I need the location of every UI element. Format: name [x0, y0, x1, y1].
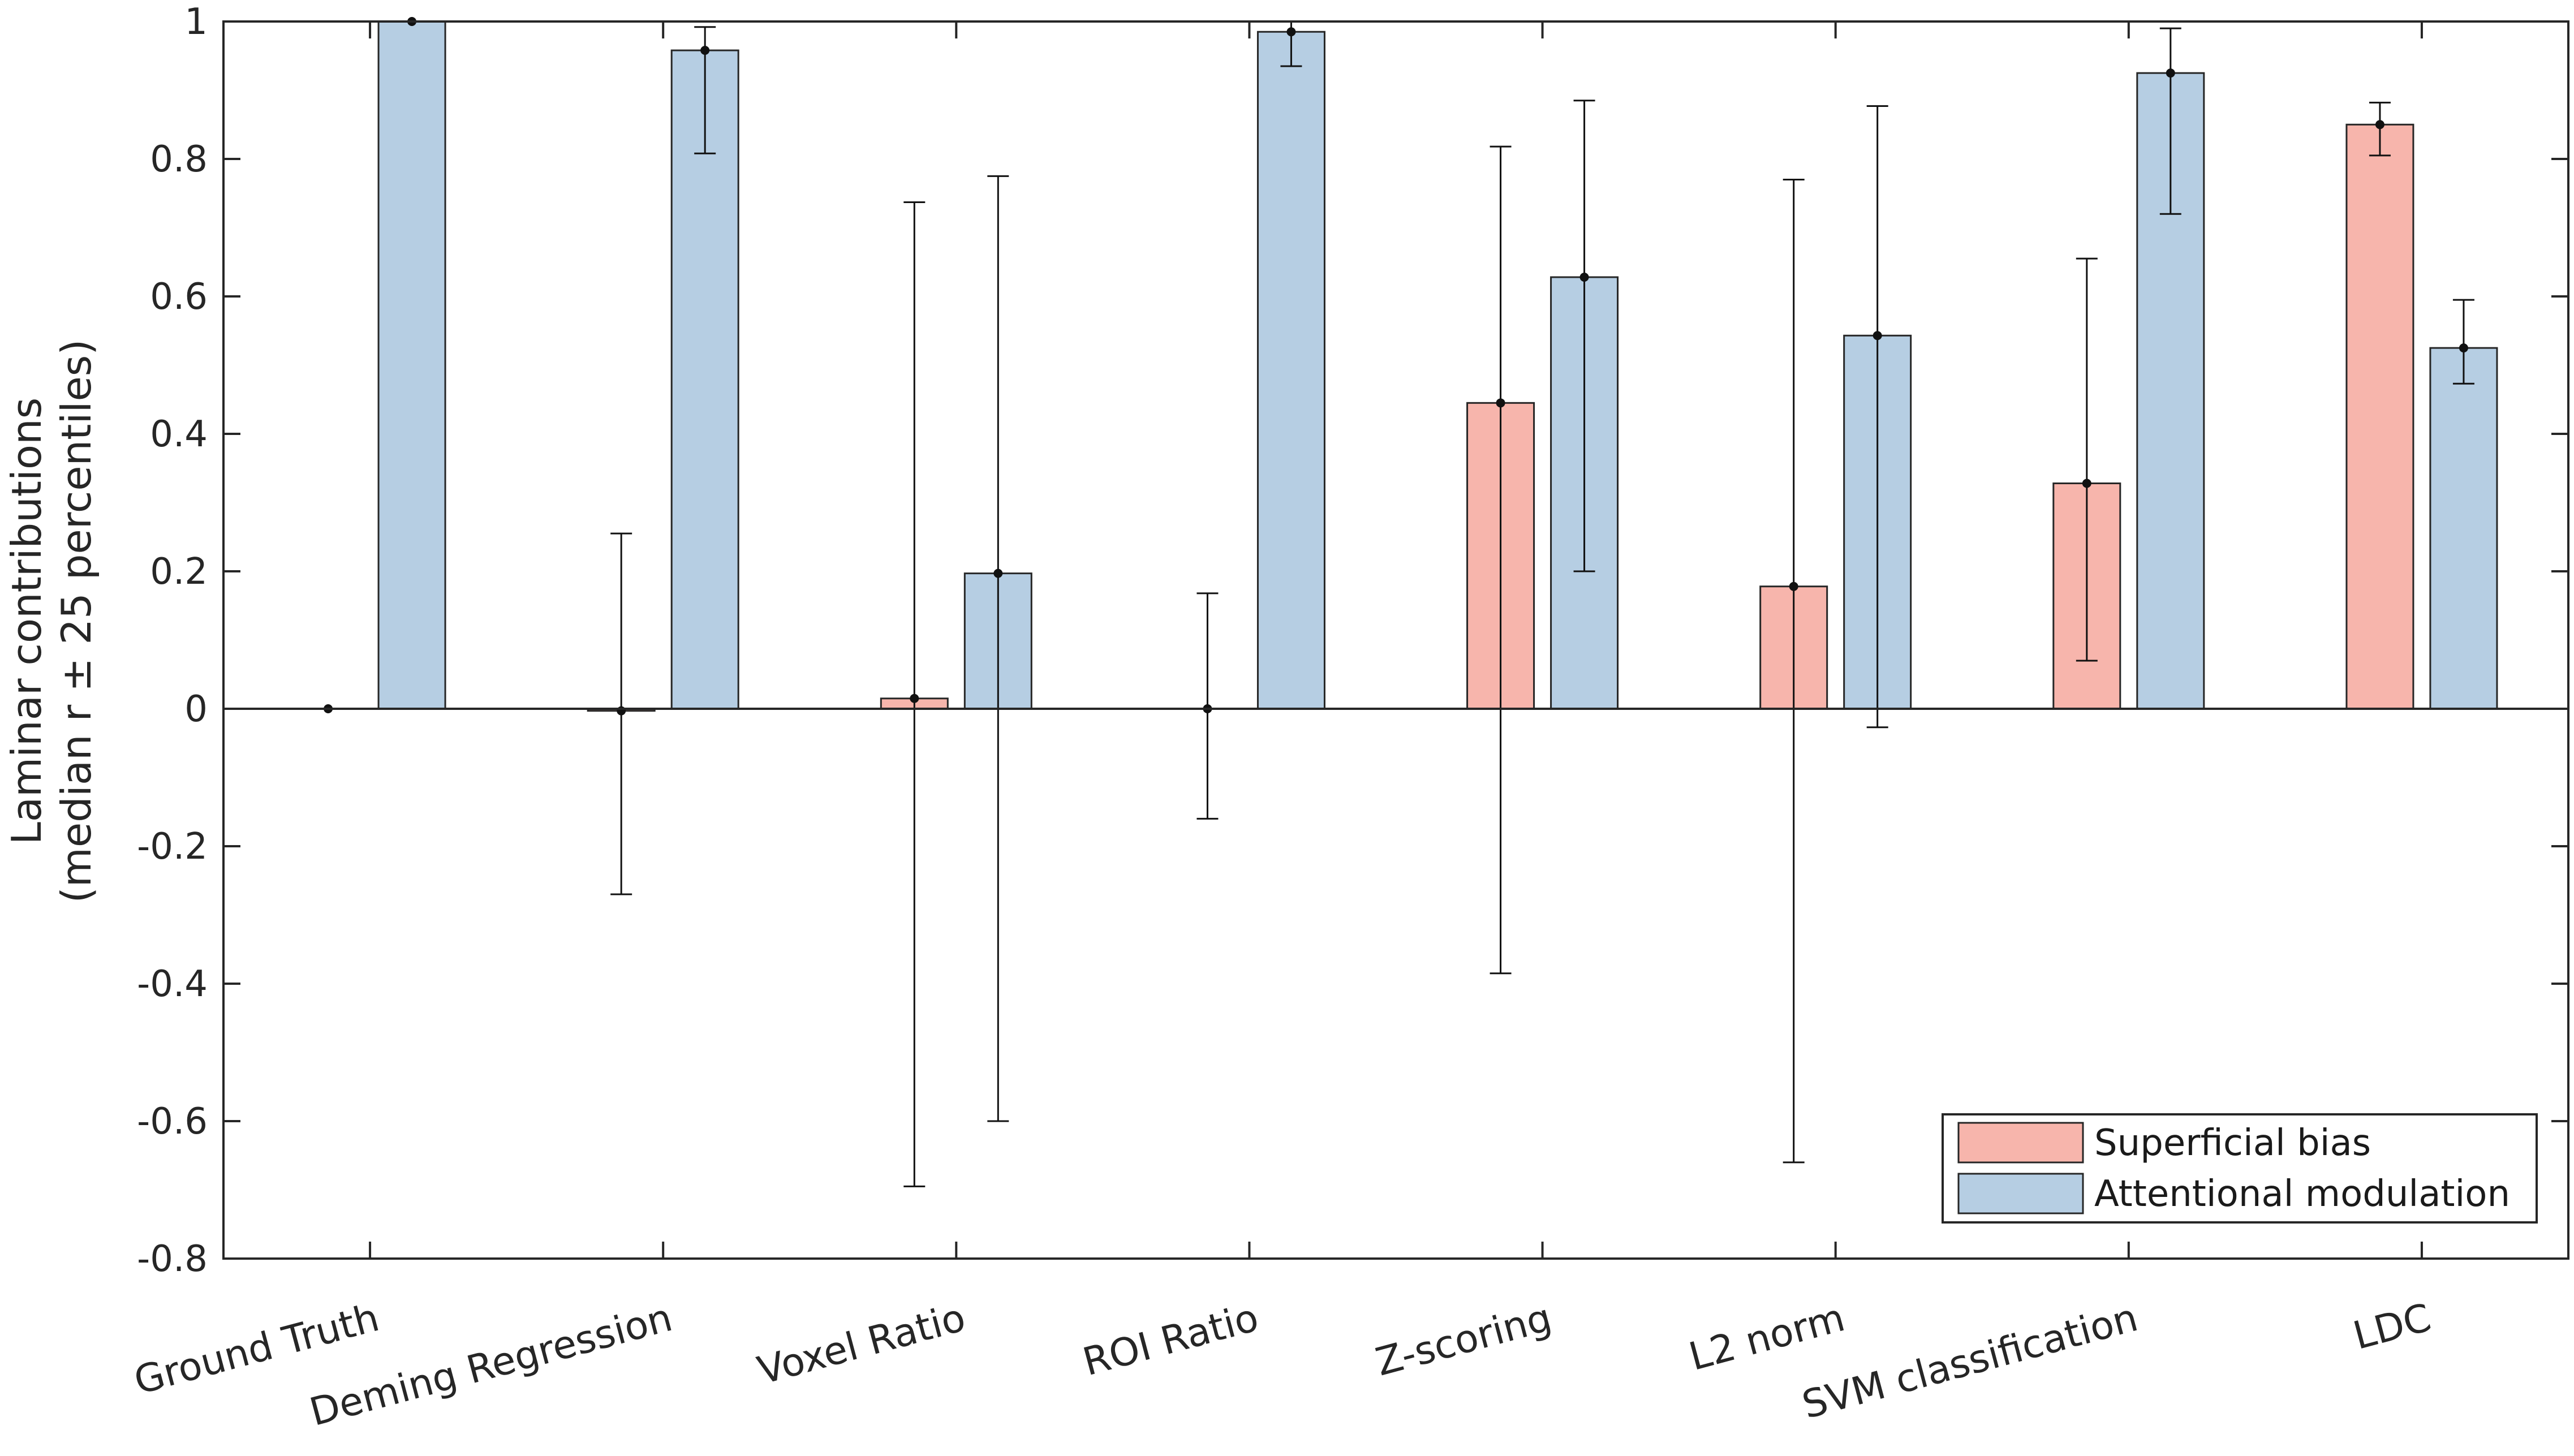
y-tick-label: 1	[184, 1, 208, 43]
error-bar-attentional-modulation-l2-norm	[1866, 105, 1888, 729]
x-tick-label-ldc: LDC	[2349, 1295, 2435, 1359]
error-bar-superficial-bias-roi-ratio	[1196, 592, 1219, 820]
axes-box	[222, 20, 2569, 1260]
error-bar-attentional-modulation-deming-regression	[694, 26, 716, 154]
x-axis-ticks	[369, 21, 2423, 1259]
error-bar-attentional-modulation-svm-classification	[2159, 27, 2181, 215]
x-tick-label-svm-classification: SVM classification	[1798, 1295, 2142, 1428]
y-axis-ticks: -0.8 -0.6 -0.4 -0.2 0 0.2 0.4 0.6 0.8 1	[137, 1, 2568, 1280]
median-point	[2375, 120, 2384, 130]
legend-swatch-attentional-modulation	[1957, 1173, 2084, 1214]
y-tick-label: -0.2	[137, 826, 208, 868]
error-bar-attentional-modulation-voxel-ratio	[987, 175, 1009, 1122]
median-point	[1789, 581, 1798, 591]
legend: Superficial bias Attentional modulation	[1942, 1113, 2538, 1224]
error-bar-attentional-modulation-ldc	[2452, 299, 2474, 385]
median-point	[2166, 68, 2175, 78]
y-tick-label: 0.8	[150, 139, 208, 180]
median-point	[2082, 479, 2091, 488]
median-point	[700, 46, 710, 55]
error-bar-attentional-modulation-z-scoring	[1573, 100, 1595, 572]
median-point	[910, 693, 919, 703]
x-tick-label-roi-ratio: ROI Ratio	[1078, 1295, 1263, 1385]
x-tick-label-z-scoring: Z-scoring	[1371, 1295, 1556, 1385]
bar-attentional-modulation-ldc	[2429, 347, 2498, 710]
error-bar-superficial-bias-ldc	[2369, 101, 2391, 157]
median-point	[2459, 343, 2468, 353]
x-tick-label-voxel-ratio: Voxel Ratio	[753, 1295, 970, 1394]
error-bar-superficial-bias-z-scoring	[1490, 145, 1512, 975]
error-bar-superficial-bias-deming-regression	[610, 532, 632, 895]
y-tick-label: 0.2	[150, 551, 208, 593]
median-point	[1873, 331, 1882, 341]
legend-label-attentional-modulation: Attentional modulation	[2094, 1173, 2510, 1215]
x-tick-label-l2-norm: L2 norm	[1685, 1295, 1849, 1380]
y-tick-label: -0.6	[137, 1101, 208, 1143]
legend-label-superficial-bias: Superficial bias	[2094, 1122, 2371, 1164]
median-point	[993, 568, 1003, 578]
y-axis-label-line1: Laminar contributions	[3, 398, 50, 845]
bar-attentional-modulation-roi-ratio	[1256, 31, 1325, 710]
legend-swatch-superficial-bias	[1957, 1122, 2084, 1164]
y-axis-label-line2: (median r ± 25 percentiles)	[53, 339, 100, 903]
y-tick-label: 0.6	[150, 276, 208, 318]
error-bar-superficial-bias-svm-classification	[2076, 257, 2098, 662]
median-point	[1496, 398, 1505, 408]
median-point	[1579, 272, 1589, 282]
bar-attentional-modulation-ground-truth	[377, 20, 446, 710]
bar-attentional-modulation-deming-regression	[670, 49, 739, 710]
error-bar-superficial-bias-l2-norm	[1783, 178, 1805, 1164]
y-tick-label: 0.4	[150, 413, 208, 455]
y-tick-label: 0	[184, 688, 208, 730]
median-point	[1286, 27, 1296, 37]
error-bar-superficial-bias-voxel-ratio	[903, 201, 926, 1187]
bar-superficial-bias-ldc	[2345, 123, 2414, 710]
y-tick-label: -0.8	[137, 1238, 208, 1280]
bars	[295, 20, 2498, 712]
y-tick-label: -0.4	[137, 963, 208, 1005]
